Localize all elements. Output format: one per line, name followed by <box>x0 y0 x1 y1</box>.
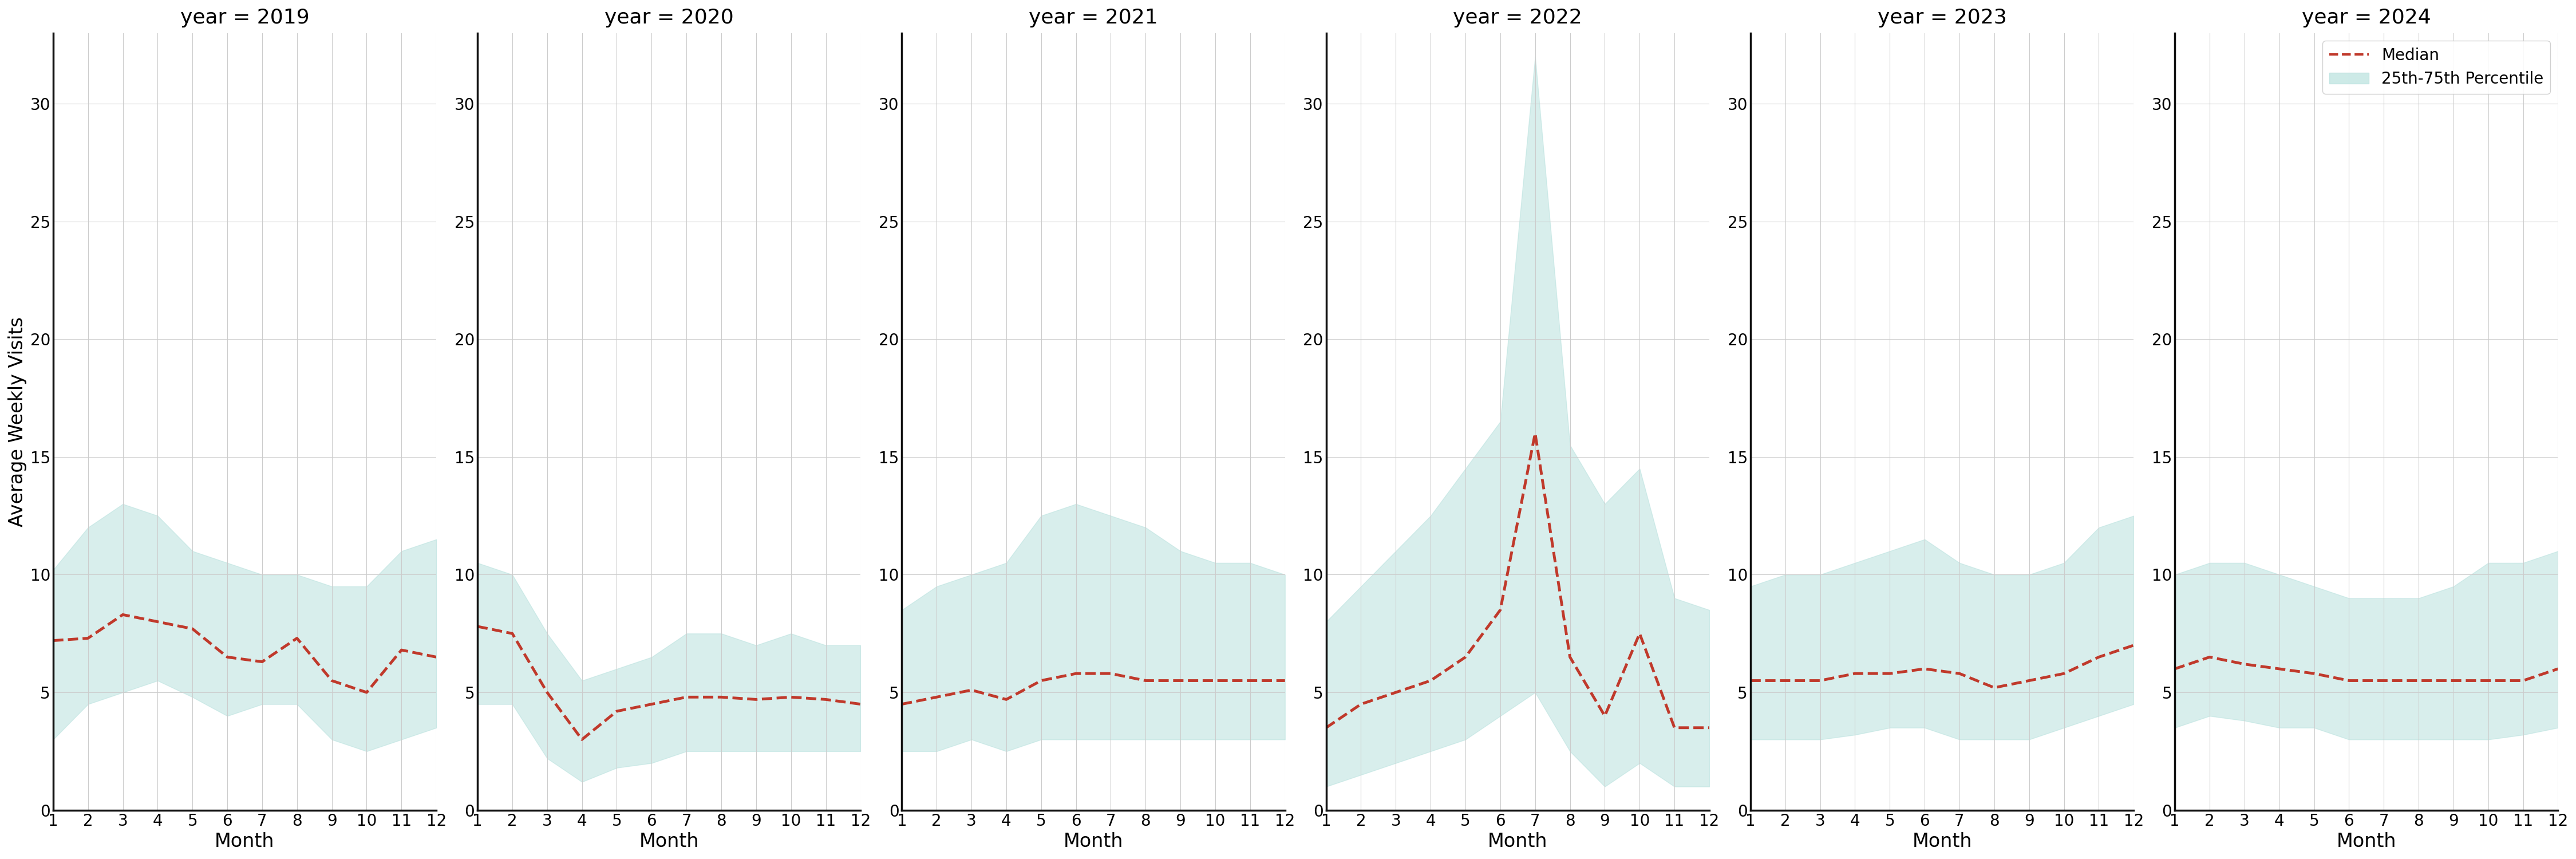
Median <box>1978 683 2009 693</box>
Median <box>420 652 451 662</box>
Median <box>1095 668 1126 679</box>
Title: year = 2022: year = 2022 <box>1453 8 1582 27</box>
Median <box>775 692 806 703</box>
X-axis label: Month: Month <box>1489 832 1548 851</box>
X-axis label: Month: Month <box>1064 832 1123 851</box>
Line: Median: Median <box>477 626 860 740</box>
X-axis label: Month: Month <box>214 832 276 851</box>
Median <box>142 617 173 627</box>
Median <box>317 675 348 685</box>
Median <box>2195 652 2226 662</box>
Median <box>1164 675 1195 685</box>
Median <box>2048 668 2079 679</box>
Median <box>1450 652 1481 662</box>
Median <box>2117 640 2148 650</box>
Title: year = 2024: year = 2024 <box>2303 8 2432 27</box>
Legend: Median, 25th-75th Percentile: Median, 25th-75th Percentile <box>2324 41 2550 94</box>
Median <box>1659 722 1690 733</box>
Median <box>600 706 631 716</box>
Median <box>670 692 701 703</box>
Median <box>1200 675 1231 685</box>
Median <box>2334 675 2365 685</box>
Median <box>2543 664 2573 674</box>
X-axis label: Month: Month <box>639 832 698 851</box>
Line: Median: Median <box>2174 657 2558 680</box>
Line: Median: Median <box>902 673 1285 704</box>
Median <box>886 699 917 710</box>
Median <box>1520 428 1551 438</box>
Median <box>72 633 103 643</box>
Median <box>108 610 139 620</box>
Median <box>281 633 312 643</box>
Median <box>1270 675 1301 685</box>
Title: year = 2021: year = 2021 <box>1028 8 1159 27</box>
Median <box>1025 675 1056 685</box>
Median <box>386 645 417 655</box>
Median <box>39 636 70 646</box>
Title: year = 2019: year = 2019 <box>180 8 309 27</box>
Median <box>1484 605 1515 615</box>
X-axis label: Month: Month <box>1911 832 1973 851</box>
Median <box>531 687 562 698</box>
X-axis label: Month: Month <box>2336 832 2396 851</box>
Median <box>1131 675 1162 685</box>
Line: Median: Median <box>1327 433 1710 728</box>
Median <box>956 685 987 695</box>
Median <box>1553 652 1584 662</box>
Median <box>350 687 381 698</box>
Median <box>567 734 598 745</box>
Median <box>1061 668 1092 679</box>
Median <box>1909 664 1940 674</box>
Title: year = 2023: year = 2023 <box>1878 8 2007 27</box>
Median <box>2298 668 2329 679</box>
Y-axis label: Average Weekly Visits: Average Weekly Visits <box>8 316 26 527</box>
Median <box>2473 675 2504 685</box>
Title: year = 2020: year = 2020 <box>605 8 734 27</box>
Median <box>2014 675 2045 685</box>
Median <box>1589 710 1620 721</box>
Median <box>922 692 953 703</box>
Median <box>2084 652 2115 662</box>
Median <box>1234 675 1265 685</box>
Median <box>1839 668 1870 679</box>
Median <box>2159 664 2190 674</box>
Median <box>1875 668 1906 679</box>
Median <box>1625 629 1656 639</box>
Median <box>1695 722 1726 733</box>
Median <box>1806 675 1837 685</box>
Median <box>636 699 667 710</box>
Median <box>247 656 278 667</box>
Median <box>1345 699 1376 710</box>
Line: Median: Median <box>54 615 435 692</box>
Median <box>2403 675 2434 685</box>
Line: Median: Median <box>1752 645 2133 688</box>
Median <box>178 624 209 634</box>
Median <box>2228 659 2259 669</box>
Median <box>1414 675 1445 685</box>
Median <box>992 694 1023 704</box>
Median <box>1945 668 1976 679</box>
Median <box>1770 675 1801 685</box>
Median <box>2367 675 2398 685</box>
Median <box>1311 722 1342 733</box>
Median <box>1736 675 1767 685</box>
Median <box>461 621 492 631</box>
Median <box>845 699 876 710</box>
Median <box>211 652 242 662</box>
Median <box>2264 664 2295 674</box>
Median <box>742 694 773 704</box>
Median <box>2437 675 2468 685</box>
Median <box>497 629 528 639</box>
Median <box>706 692 737 703</box>
Median <box>811 694 842 704</box>
Median <box>1381 687 1412 698</box>
Median <box>2506 675 2537 685</box>
